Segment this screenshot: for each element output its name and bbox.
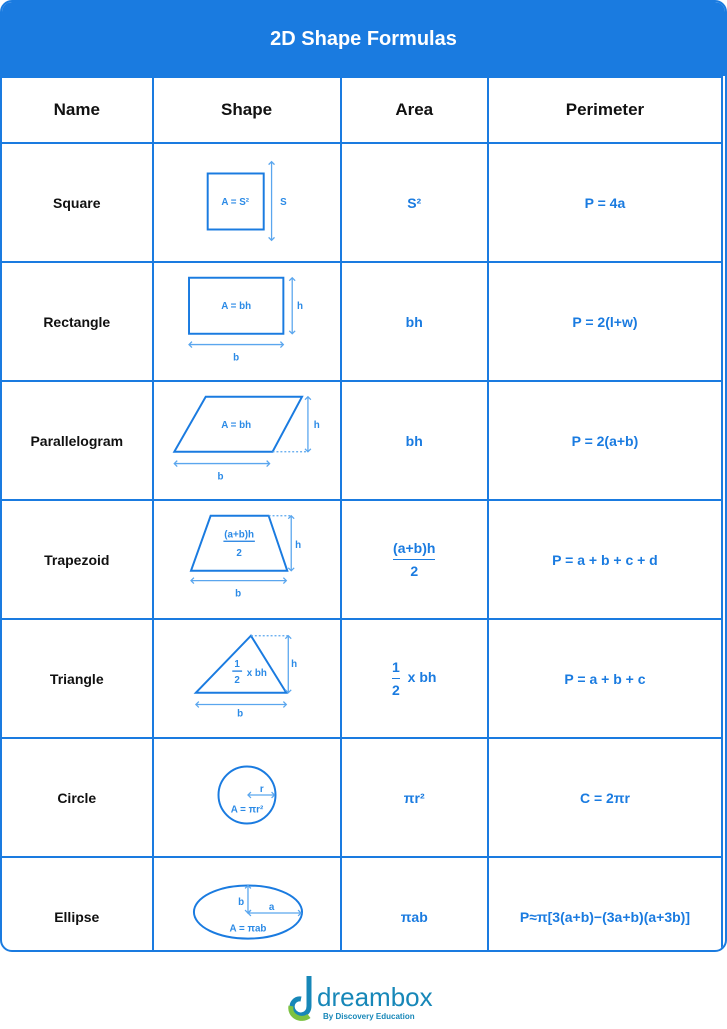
shape-name: Trapezoid [2, 499, 154, 620]
header-row: Name Shape Area Perimeter [2, 76, 724, 144]
triangle-diagram: 1 2 x bh h b [193, 634, 297, 719]
area-rest: x bh [407, 669, 437, 686]
svg-text:b: b [237, 708, 243, 719]
formula-table: Name Shape Area Perimeter Square A = S² … [2, 76, 724, 950]
area-formula: (a+b)h 2 [339, 499, 489, 620]
svg-text:b: b [238, 897, 244, 908]
square-diagram: A = S² S [206, 160, 287, 242]
svg-text:a: a [268, 902, 274, 913]
dreambox-logo: dreambox By Discovery Education [287, 972, 447, 1029]
svg-text:b: b [233, 352, 239, 363]
svg-text:S: S [280, 197, 287, 208]
parallelogram-diagram: A = bh h b [172, 395, 319, 482]
shape-cell: A = bh h b [151, 261, 342, 382]
svg-text:b: b [217, 471, 223, 482]
area-denominator: 2 [391, 682, 400, 698]
area-numerator: (a+b)h [393, 540, 436, 556]
shape-name: Triangle [2, 618, 154, 739]
perimeter-formula: P = 4a [486, 142, 724, 263]
area-formula: bh [339, 261, 489, 382]
logo-brand: dreambox [317, 982, 433, 1012]
svg-text:h: h [313, 420, 319, 431]
svg-text:A = πr²: A = πr² [230, 805, 263, 816]
area-formula: πr² [339, 737, 489, 858]
shape-cell: 1 2 x bh h b [151, 618, 342, 739]
shape-name: Rectangle [2, 261, 154, 382]
svg-text:(a+b)h: (a+b)h [224, 529, 254, 540]
svg-text:1: 1 [234, 659, 240, 670]
area-formula: S² [339, 142, 489, 263]
ellipse-diagram: b a A = πab [192, 884, 303, 940]
shape-name: Parallelogram [2, 380, 154, 501]
svg-text:x bh: x bh [246, 668, 266, 679]
shape-name: Circle [2, 737, 154, 858]
area-formula: 1 2 x bh [339, 618, 489, 739]
area-denominator: 2 [410, 563, 419, 579]
header-shape: Shape [151, 76, 342, 144]
svg-text:A = bh: A = bh [221, 420, 251, 431]
svg-text:2: 2 [236, 548, 242, 559]
perimeter-formula: C = 2πr [486, 737, 724, 858]
svg-text:A = bh: A = bh [221, 301, 251, 312]
area-formula: bh [339, 380, 489, 501]
circle-diagram: r A = πr² [217, 765, 277, 825]
trapezoid-diagram: (a+b)h 2 h b [189, 514, 301, 599]
shape-cell: (a+b)h 2 h b [151, 499, 342, 620]
svg-text:h: h [291, 659, 297, 670]
perimeter-formula: P = a + b + c + d [486, 499, 724, 620]
rectangle-diagram: A = bh h b [187, 276, 303, 363]
svg-text:r: r [259, 784, 263, 795]
svg-text:2: 2 [234, 675, 240, 686]
table-row: Circle r A = πr² πr² C = 2πr [2, 737, 724, 858]
shape-cell: A = S² S [151, 142, 342, 263]
shape-name: Square [2, 142, 154, 263]
svg-text:h: h [297, 301, 303, 312]
table-row: Parallelogram A = bh h b bh P = 2(a+b) [2, 380, 724, 501]
formula-sheet: 2D Shape Formulas Name Shape Area Perime… [0, 0, 727, 952]
perimeter-formula: P = 2(a+b) [486, 380, 724, 501]
area-numerator: 1 [391, 659, 400, 675]
table-row: Rectangle A = bh h b bh P = 2(l+w) [2, 261, 724, 382]
table-row: Ellipse b a A = πab πab P≈π[3(a+b)−(3a+b… [2, 856, 724, 950]
svg-text:A = πab: A = πab [229, 924, 266, 935]
table-row: Square A = S² S S² P = 4a [2, 142, 724, 263]
shape-cell: A = bh h b [151, 380, 342, 501]
shape-cell: r A = πr² [151, 737, 342, 858]
header-area: Area [339, 76, 489, 144]
logo-tagline: By Discovery Education [323, 1012, 415, 1021]
svg-text:h: h [295, 540, 301, 551]
perimeter-formula: P = a + b + c [486, 618, 724, 739]
svg-text:A = S²: A = S² [221, 197, 249, 208]
shape-cell: b a A = πab [151, 856, 342, 950]
area-formula: πab [339, 856, 489, 950]
header-perimeter: Perimeter [486, 76, 724, 144]
perimeter-formula: P = 2(l+w) [486, 261, 724, 382]
table-row: Trapezoid (a+b)h 2 h b (a+b)h 2 P = a + b… [2, 499, 724, 620]
shape-name: Ellipse [2, 856, 154, 950]
svg-text:b: b [235, 588, 241, 599]
perimeter-formula: P≈π[3(a+b)−(3a+b)(a+3b)] [486, 856, 724, 950]
page-title: 2D Shape Formulas [2, 2, 725, 76]
logo-mark-icon [289, 976, 312, 1018]
header-name: Name [2, 76, 154, 144]
